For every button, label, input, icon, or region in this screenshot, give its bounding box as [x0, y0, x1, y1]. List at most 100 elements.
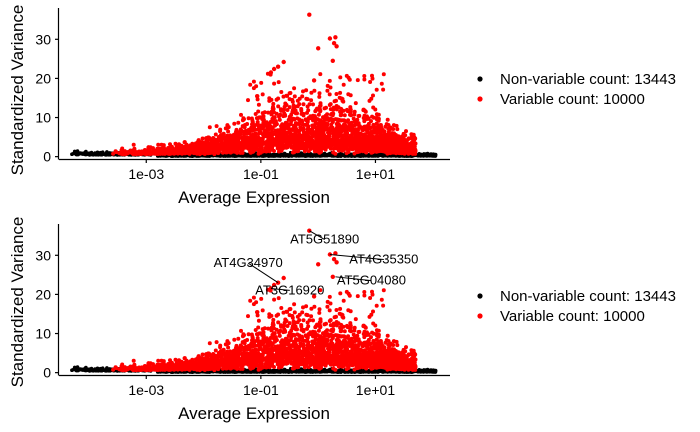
point-variable	[406, 136, 411, 141]
legend-label-variable: Variable count: 10000	[500, 91, 645, 108]
point-variable	[315, 148, 319, 153]
point-variable	[324, 117, 329, 122]
y-tick-label: 0	[43, 149, 51, 165]
point-variable	[317, 104, 322, 109]
point-variable	[341, 137, 346, 142]
point-variable	[344, 129, 349, 134]
point-variable	[301, 89, 305, 94]
point-variable	[316, 132, 321, 137]
point-variable	[315, 117, 320, 122]
point-variable	[131, 142, 136, 147]
y-tick-label: 10	[35, 110, 51, 126]
point-variable	[340, 98, 345, 103]
point-variable	[405, 142, 409, 146]
point-variable	[329, 112, 333, 117]
point-variable	[235, 132, 240, 137]
point-variable	[347, 142, 352, 146]
point-variable	[272, 149, 276, 153]
point-variable	[361, 108, 366, 113]
point-variable	[341, 124, 346, 129]
point-non-variable	[74, 152, 79, 157]
point-variable	[212, 152, 217, 157]
point-variable	[336, 138, 341, 143]
point-variable	[396, 148, 401, 153]
point-non-variable	[246, 153, 251, 158]
point-variable	[202, 148, 207, 153]
point-variable	[300, 122, 305, 127]
point-variable	[357, 125, 362, 130]
point-variable	[350, 138, 355, 143]
point-variable	[111, 151, 116, 156]
point-variable	[356, 121, 361, 126]
point-variable	[323, 147, 328, 152]
point-variable	[370, 144, 375, 149]
point-variable	[281, 114, 286, 119]
point-non-variable	[232, 153, 236, 158]
point-variable	[340, 118, 344, 123]
point-variable	[281, 134, 286, 139]
point-non-variable	[299, 152, 304, 156]
point-variable	[251, 79, 256, 84]
point-variable	[292, 94, 297, 99]
point-variable	[334, 92, 339, 96]
point-variable	[381, 72, 386, 77]
point-variable	[255, 120, 260, 124]
point-variable	[333, 117, 338, 122]
point-variable	[319, 136, 324, 141]
point-variable	[239, 128, 244, 133]
point-variable	[264, 120, 269, 125]
point-variable	[161, 143, 166, 148]
point-variable	[246, 98, 250, 103]
point-variable	[385, 117, 390, 122]
point-variable	[242, 125, 247, 130]
panel-1-points	[70, 12, 438, 158]
point-variable	[163, 147, 167, 152]
point-variable	[240, 135, 245, 140]
point-variable	[255, 97, 260, 102]
point-variable	[156, 142, 161, 147]
point-variable	[339, 113, 344, 118]
point-variable	[252, 126, 256, 131]
point-variable	[402, 146, 407, 151]
point-non-variable	[75, 149, 80, 153]
x-tick-label: 1e-01	[243, 166, 279, 182]
point-variable	[254, 84, 259, 89]
point-variable	[200, 136, 205, 141]
point-variable	[281, 94, 286, 99]
point-variable	[297, 117, 302, 122]
point-variable	[239, 112, 243, 117]
point-variable	[371, 134, 376, 139]
point-variable	[350, 124, 355, 129]
point-variable	[291, 106, 296, 111]
point-variable-top	[268, 70, 274, 75]
point-variable	[396, 134, 401, 139]
point-variable	[127, 149, 131, 154]
panel-1-y-axis-title: Standardized Variance	[8, 5, 27, 176]
point-variable	[226, 148, 231, 153]
point-variable	[238, 144, 243, 149]
point-variable	[411, 145, 415, 150]
point-variable	[266, 146, 271, 151]
point-variable	[250, 122, 254, 127]
point-variable	[371, 93, 375, 98]
point-variable	[269, 112, 274, 117]
point-variable	[256, 109, 261, 114]
point-variable-top	[275, 64, 281, 69]
point-variable	[292, 86, 297, 91]
point-variable	[305, 97, 310, 102]
y-tick-label: 30	[35, 31, 51, 47]
point-variable	[312, 88, 317, 93]
point-variable	[345, 107, 349, 112]
point-variable-top	[311, 78, 317, 83]
point-variable	[311, 142, 316, 147]
point-variable	[411, 132, 416, 137]
point-non-variable	[81, 152, 85, 156]
point-variable	[404, 129, 408, 134]
point-variable	[338, 90, 343, 95]
point-variable	[306, 136, 311, 140]
point-non-variable	[432, 154, 437, 158]
point-variable	[374, 116, 379, 120]
point-variable	[300, 135, 305, 140]
point-variable	[353, 101, 358, 106]
point-variable	[262, 124, 267, 129]
